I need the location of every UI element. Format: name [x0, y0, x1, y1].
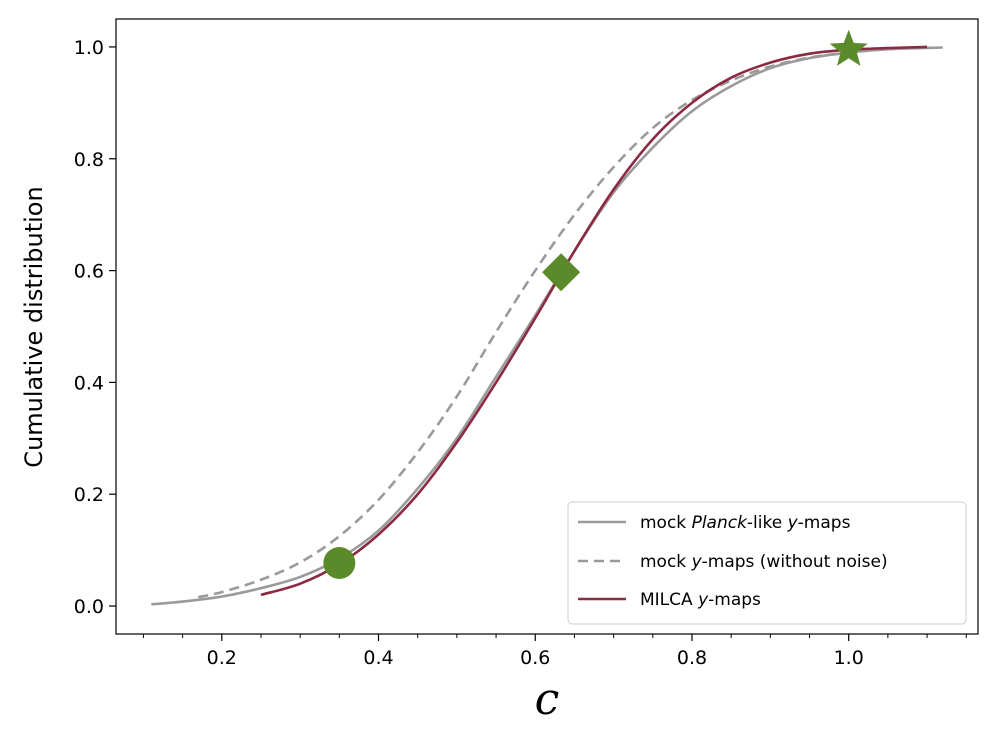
y-tick-label: 0.0 [74, 596, 104, 618]
x-axis-label: c [535, 674, 560, 725]
legend-label-1: mock y-maps (without noise) [640, 552, 888, 572]
x-tick-label: 1.0 [834, 647, 864, 669]
star-marker [829, 29, 868, 66]
diamond-marker [542, 253, 581, 292]
y-tick-label: 0.8 [74, 149, 104, 171]
plot-frame [115, 18, 979, 635]
x-axis-ticks: 0.2 0.4 0.6 0.8 1.0 [142, 634, 967, 669]
x-tick-label: 0.6 [520, 647, 550, 669]
x-tick-label: 0.2 [207, 647, 237, 669]
legend: mock Planck-like y-maps mock y-maps (with… [567, 501, 967, 625]
y-tick-label: 0.6 [74, 261, 104, 283]
series-line-1 [198, 46, 928, 599]
y-axis-ticks: 0.0 0.2 0.4 0.6 0.8 1.0 [74, 37, 116, 618]
y-tick-label: 1.0 [74, 37, 104, 59]
legend-label-2: MILCA y-maps [640, 590, 761, 610]
legend-box [567, 501, 967, 625]
y-tick-label: 0.2 [74, 484, 104, 506]
circle-marker [323, 546, 356, 579]
y-tick-label: 0.4 [74, 372, 104, 394]
legend-label-0: mock Planck-like y-maps [640, 513, 851, 533]
marker-layer [323, 29, 868, 579]
legend-entries: mock Planck-like y-maps mock y-maps (with… [578, 513, 888, 610]
series-line-0 [151, 46, 943, 606]
series-layer [151, 45, 943, 606]
y-axis-label: Cumulative distribution [20, 186, 48, 467]
x-tick-label: 0.4 [363, 647, 393, 669]
series-line-2 [260, 45, 928, 597]
x-tick-label: 0.8 [677, 647, 707, 669]
